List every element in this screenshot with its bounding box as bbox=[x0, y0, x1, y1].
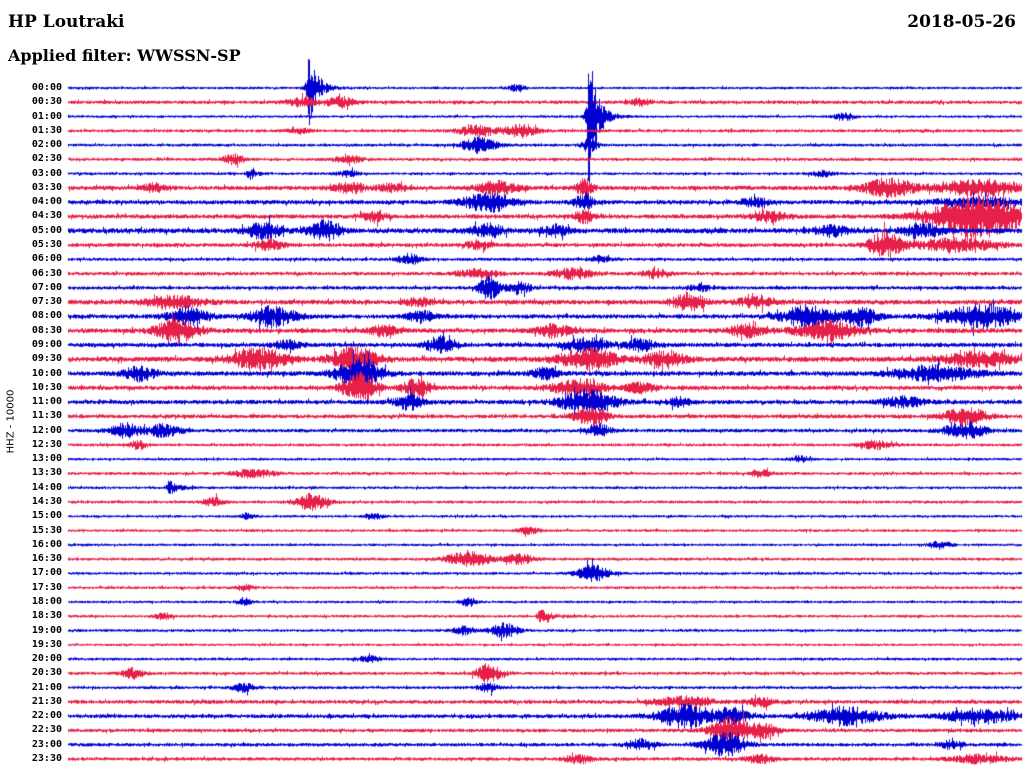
time-label: 15:30 bbox=[31, 524, 62, 536]
time-label: 01:00 bbox=[31, 110, 62, 122]
time-label: 16:30 bbox=[31, 553, 62, 565]
time-label: 23:30 bbox=[31, 753, 62, 765]
record-date: 2018-05-26 bbox=[907, 12, 1016, 32]
time-label: 22:00 bbox=[31, 710, 62, 722]
time-label: 02:00 bbox=[31, 139, 62, 151]
time-label: 04:00 bbox=[31, 196, 62, 208]
time-label: 07:00 bbox=[31, 281, 62, 293]
station-title: HP Loutraki bbox=[8, 12, 125, 32]
time-label: 11:00 bbox=[31, 396, 62, 408]
time-label: 14:00 bbox=[31, 481, 62, 493]
time-label: 22:30 bbox=[31, 724, 62, 736]
time-label: 09:30 bbox=[31, 353, 62, 365]
time-label: 16:00 bbox=[31, 538, 62, 550]
time-label: 02:30 bbox=[31, 153, 62, 165]
time-label: 06:00 bbox=[31, 253, 62, 265]
time-label: 05:30 bbox=[31, 239, 62, 251]
time-label: 14:30 bbox=[31, 496, 62, 508]
time-label: 08:30 bbox=[31, 324, 62, 336]
time-label: 03:00 bbox=[31, 167, 62, 179]
time-label: 00:00 bbox=[31, 82, 62, 93]
time-label: 00:30 bbox=[31, 96, 62, 108]
time-label: 19:30 bbox=[31, 638, 62, 650]
time-label: 13:30 bbox=[31, 467, 62, 479]
time-label: 08:00 bbox=[31, 310, 62, 322]
time-label: 05:00 bbox=[31, 224, 62, 236]
time-label: 12:30 bbox=[31, 438, 62, 450]
time-label: 17:30 bbox=[31, 581, 62, 593]
time-label: 15:00 bbox=[31, 510, 62, 522]
time-label: 12:00 bbox=[31, 424, 62, 436]
time-label: 03:30 bbox=[31, 181, 62, 193]
time-label: 19:00 bbox=[31, 624, 62, 636]
time-label: 21:30 bbox=[31, 695, 62, 707]
time-label: 23:00 bbox=[31, 738, 62, 750]
time-label: 01:30 bbox=[31, 124, 62, 136]
time-label: 18:00 bbox=[31, 595, 62, 607]
time-label: 18:30 bbox=[31, 610, 62, 622]
time-label: 10:30 bbox=[31, 381, 62, 393]
time-label: 09:00 bbox=[31, 338, 62, 350]
time-label: 07:30 bbox=[31, 296, 62, 308]
time-label: 20:30 bbox=[31, 667, 62, 679]
time-label: 20:00 bbox=[31, 653, 62, 665]
time-label: 04:30 bbox=[31, 210, 62, 222]
time-label: 17:00 bbox=[31, 567, 62, 579]
time-label: 21:00 bbox=[31, 681, 62, 693]
time-label: 13:00 bbox=[31, 453, 62, 465]
time-label: 06:30 bbox=[31, 267, 62, 279]
time-label: 11:30 bbox=[31, 410, 62, 422]
filter-label: Applied filter: WWSSN-SP bbox=[8, 46, 241, 65]
time-label: 10:00 bbox=[31, 367, 62, 379]
